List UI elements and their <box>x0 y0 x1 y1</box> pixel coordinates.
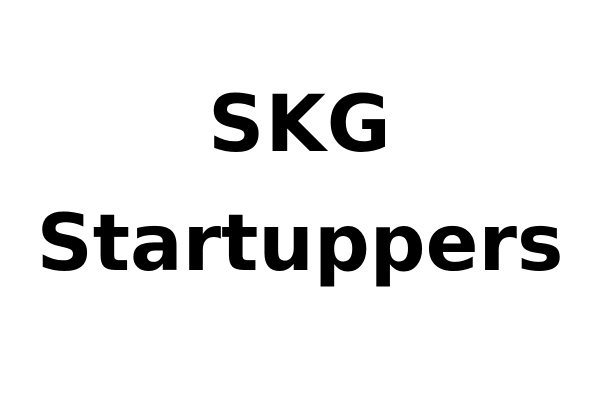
title-line-skg: SKG <box>208 80 392 170</box>
title-line-startuppers: Startuppers <box>36 199 564 289</box>
